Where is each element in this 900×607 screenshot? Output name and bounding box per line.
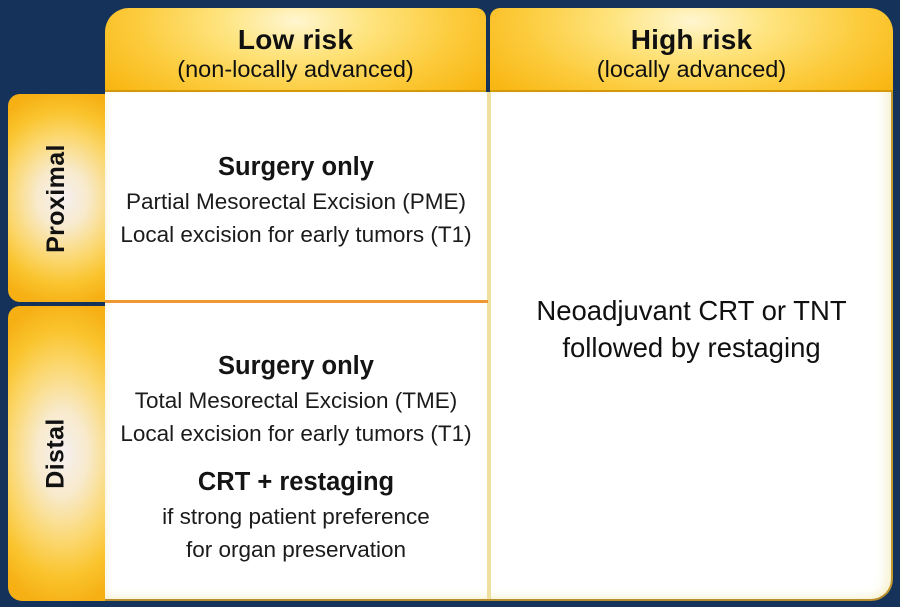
cell-high-risk: Neoadjuvant CRT or TNT followed by resta… bbox=[492, 75, 891, 582]
column-header-low-risk: Low risk (non-locally advanced) bbox=[105, 8, 486, 92]
proximal-low-line-2: Local excision for early tumors (T1) bbox=[120, 221, 472, 247]
distal-low-line-2: Local excision for early tumors (T1) bbox=[120, 421, 472, 446]
row-header-proximal: Proximal bbox=[8, 94, 105, 302]
matrix-body-background bbox=[105, 92, 893, 601]
column-header-high-risk: High risk (locally advanced) bbox=[490, 8, 893, 92]
high-risk-subtitle: (locally advanced) bbox=[596, 56, 787, 82]
distal-label: Distal bbox=[41, 418, 70, 489]
distal-low-secondary-line-1: if strong patient preference bbox=[162, 504, 430, 529]
low-risk-subtitle: (non-locally advanced) bbox=[177, 56, 414, 82]
high-risk-line-2: followed by restaging bbox=[562, 331, 821, 363]
low-risk-title: Low risk bbox=[237, 24, 354, 55]
column-divider-line bbox=[487, 92, 491, 599]
proximal-low-heading: Surgery only bbox=[218, 152, 374, 181]
distal-low-secondary-heading: CRT + restaging bbox=[197, 468, 395, 496]
row-divider-line bbox=[105, 300, 488, 303]
cell-distal-low-risk: Surgery only Total Mesorectal Excision (… bbox=[107, 309, 485, 605]
row-header-distal: Distal bbox=[8, 306, 105, 601]
distal-low-secondary-line-2: for organ preservation bbox=[185, 537, 407, 562]
proximal-label: Proximal bbox=[42, 143, 70, 253]
high-risk-title: High risk bbox=[630, 24, 753, 55]
cell-proximal-low-risk: Surgery only Partial Mesorectal Excision… bbox=[107, 96, 485, 303]
distal-low-line-1: Total Mesorectal Excision (TME) bbox=[134, 388, 458, 413]
proximal-low-line-1: Partial Mesorectal Excision (PME) bbox=[125, 188, 467, 214]
high-risk-line-1: Neoadjuvant CRT or TNT bbox=[536, 294, 847, 326]
distal-low-heading: Surgery only bbox=[218, 352, 374, 380]
